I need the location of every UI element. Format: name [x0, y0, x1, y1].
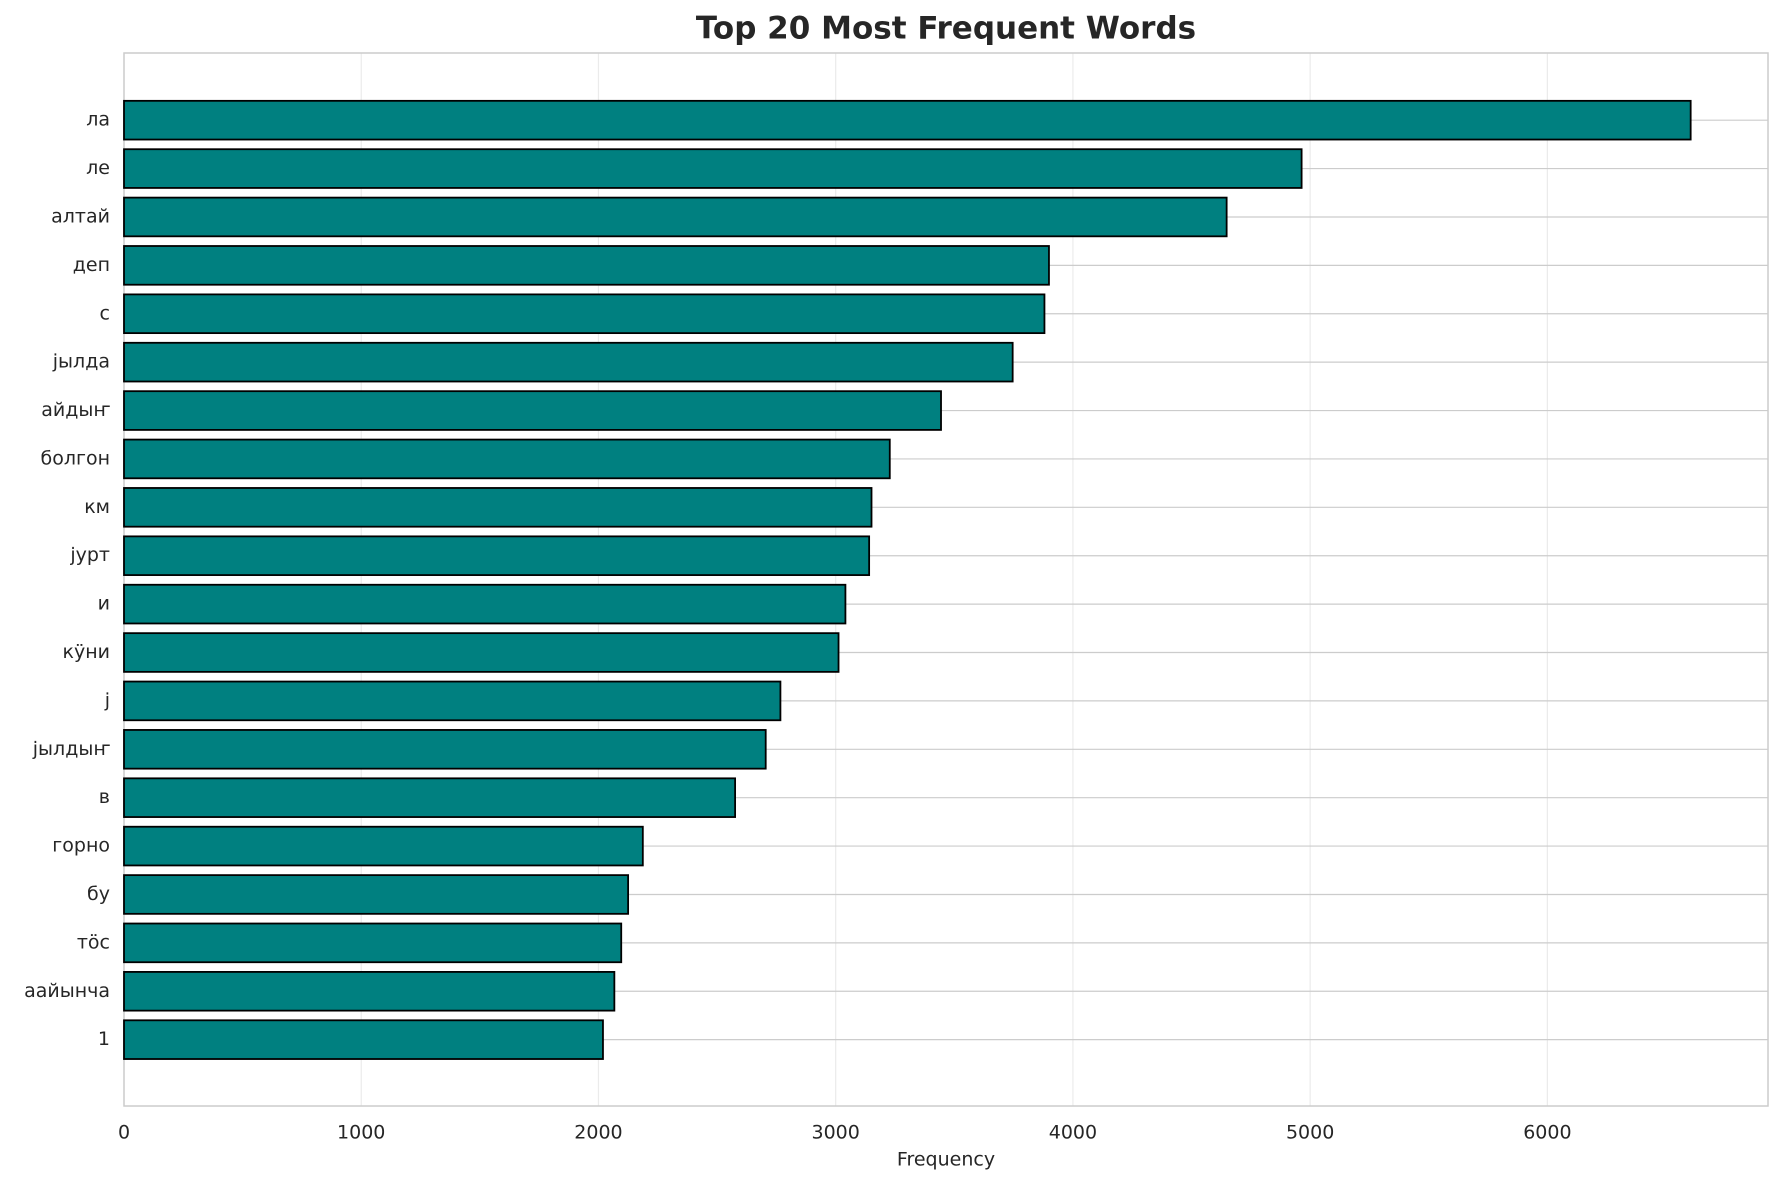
x-tick-label: 5000	[1286, 1122, 1334, 1144]
y-tick-label: алтай	[51, 205, 110, 227]
y-tick-label: бу	[87, 883, 110, 905]
bar	[123, 487, 873, 528]
y-tick-label: и	[98, 593, 110, 615]
y-tick-label: болгон	[40, 447, 110, 469]
bar	[123, 148, 1303, 189]
y-tick-label: јурт	[69, 544, 110, 566]
y-tick-label: ла	[86, 109, 110, 131]
bar	[123, 632, 840, 673]
bar	[123, 1019, 604, 1060]
x-axis-label: Frequency	[897, 1149, 995, 1171]
chart-title: Top 20 Most Frequent Words	[696, 11, 1196, 47]
bar	[123, 583, 847, 625]
x-tick-label: 3000	[812, 1122, 860, 1144]
bar	[123, 99, 1692, 141]
bar	[123, 438, 891, 480]
y-tick-label: јылдыҥ	[32, 738, 111, 760]
y-tick-label: аайынча	[24, 980, 110, 1002]
bar	[123, 680, 782, 722]
y-tick-label: деп	[73, 254, 110, 276]
y-tick-label: горно	[52, 835, 110, 857]
y-tick-label: км	[84, 496, 110, 518]
bar	[123, 874, 630, 915]
x-tick-label: 4000	[1049, 1122, 1097, 1144]
x-tick-label: 6000	[1523, 1122, 1571, 1144]
bar	[123, 535, 871, 576]
bar	[123, 196, 1228, 238]
bar	[123, 341, 1014, 383]
y-tick-label: кӱни	[63, 641, 111, 663]
bar	[123, 971, 616, 1012]
y-tick-label: ле	[86, 157, 110, 179]
y-tick-label: јылда	[52, 351, 110, 373]
bar	[123, 777, 737, 818]
x-tick-label: 2000	[574, 1122, 622, 1144]
y-tick-label: 1	[98, 1028, 110, 1050]
plot-frame	[123, 52, 1769, 1107]
x-tick-label: 0	[118, 1122, 130, 1144]
y-tick-label: в	[99, 786, 110, 808]
bar	[123, 245, 1050, 286]
y-tick-label: тӧс	[77, 931, 110, 953]
y-tick-label: айдыҥ	[41, 399, 110, 421]
y-tick-label: ј	[104, 689, 110, 711]
bar	[123, 293, 1046, 335]
bar	[123, 390, 942, 431]
bar	[123, 729, 767, 770]
bar	[123, 825, 644, 867]
y-tick-label: с	[100, 302, 110, 324]
x-tick-label: 1000	[337, 1122, 385, 1144]
bar	[123, 922, 623, 964]
